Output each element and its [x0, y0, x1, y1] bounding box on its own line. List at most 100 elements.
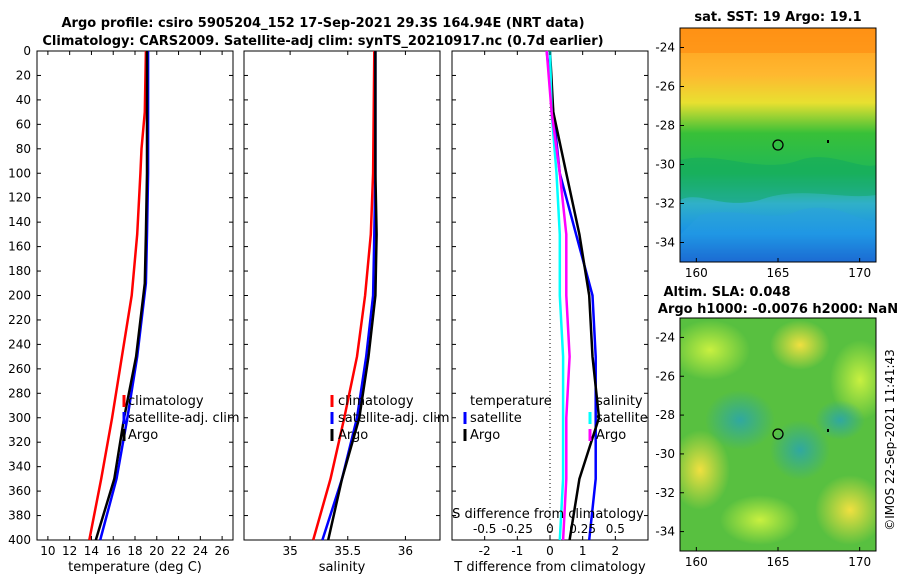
x-tick-label: 26	[214, 544, 229, 558]
x-tick-label: 1	[579, 544, 587, 558]
x-tick-label: 16	[106, 544, 121, 558]
x-tick-label: 0.25	[569, 522, 596, 536]
series-line-t-argo	[548, 50, 601, 541]
depth-tick-label: 20	[16, 68, 31, 82]
depth-tick-label: 360	[8, 484, 31, 498]
depth-tick-label: 180	[8, 264, 31, 278]
temperature-plot: 10 12 14 16 18 20 22 24 26	[40, 50, 230, 558]
map-x-tick-label: 165	[767, 266, 790, 280]
map-y-tick-label: -24	[655, 330, 675, 344]
x-tick-label: 35.5	[334, 544, 361, 558]
depth-tick-label: 400	[8, 533, 31, 547]
depth-tick-label: 240	[8, 337, 31, 351]
map-y-tick-label: -34	[655, 525, 675, 539]
depth-tick-label: 340	[8, 460, 31, 474]
legend-label-satellite: satellite-adj. clim	[338, 411, 450, 426]
x-tick-label: -0.5	[473, 522, 496, 536]
sla-dot	[827, 429, 829, 432]
x-tick-label: 0	[546, 544, 554, 558]
map-y-tick-label: -26	[655, 80, 675, 94]
map-x-tick-label: 170	[848, 555, 871, 569]
depth-tick-label: 120	[8, 191, 31, 205]
sst-field	[680, 28, 876, 262]
sst-front	[680, 157, 876, 203]
depth-tick-label: 320	[8, 435, 31, 449]
series-line-s-argo	[545, 50, 571, 541]
x-tick-label: -0.25	[502, 522, 533, 536]
difference-xlabel: T difference from climatology	[453, 560, 646, 575]
sla-blob	[720, 495, 800, 545]
legend-label-s-satellite: satellite	[596, 411, 648, 426]
map-x-tick-label: 165	[767, 555, 790, 569]
sla-blob	[705, 390, 775, 450]
x-tick-label: 22	[171, 544, 186, 558]
x-tick-label: 12	[62, 544, 77, 558]
legend-label-climatology: climatology	[128, 394, 204, 409]
temperature-legend: climatology satellite-adj. clim Argo	[122, 394, 240, 443]
depth-tick-label: 200	[8, 289, 31, 303]
temperature-axes	[36, 50, 234, 541]
depth-tick-label: 300	[8, 411, 31, 425]
map-y-tick-label: -34	[655, 236, 675, 250]
sst-map-ticks: 160 165 170 -24 -26 -28 -30 -32 -34	[655, 41, 871, 281]
x-tick-label: 36	[398, 544, 413, 558]
legend-label-s-argo: Argo	[596, 428, 626, 443]
sst-map-image	[680, 28, 876, 262]
depth-tick-label: 100	[8, 166, 31, 180]
sla-map-title-2: Argo h1000: -0.0076 h2000: NaN	[658, 302, 898, 317]
depth-tick-label: 0	[23, 44, 31, 58]
depth-tick-label: 260	[8, 362, 31, 376]
map-y-tick-label: -28	[655, 119, 675, 133]
map-x-tick-label: 160	[685, 266, 708, 280]
depth-tick-label: 40	[16, 93, 31, 107]
difference-x2label: S difference from climatology	[452, 507, 644, 522]
difference-legend-salinity: salinity satellite Argo	[588, 394, 648, 443]
depth-tick-label: 160	[8, 240, 31, 254]
sla-blob	[815, 400, 865, 440]
depth-axis-ticks: 0 20 40 60 80 100 120 140 160 180 200 220 240 260 280 3…	[8, 44, 648, 547]
sla-map-ticks: 160 165 170 -24 -26 -28 -30 -32 -34	[655, 330, 871, 569]
series-line-climatology	[88, 50, 148, 541]
x-tick-label: 14	[84, 544, 99, 558]
depth-tick-label: 80	[16, 142, 31, 156]
x-tick-label: 10	[40, 544, 55, 558]
x-tick-label: -1	[511, 544, 523, 558]
depth-tick-label: 280	[8, 386, 31, 400]
x-tick-label: 18	[127, 544, 142, 558]
depth-tick-label: 380	[8, 509, 31, 523]
x-tick-label: 24	[193, 544, 208, 558]
map-y-tick-label: -30	[655, 447, 675, 461]
series-line-climatology	[311, 50, 376, 541]
x-tick-label: 35	[282, 544, 297, 558]
legend-label-climatology: climatology	[338, 394, 414, 409]
salinity-xlabel: salinity	[319, 560, 366, 575]
series-line-argo	[326, 51, 378, 541]
sla-blob	[770, 320, 830, 370]
sla-blob	[680, 320, 750, 380]
sst-dot	[827, 140, 829, 143]
sla-blob	[680, 430, 730, 510]
legend-label-t-satellite: satellite	[470, 411, 522, 426]
sla-blob	[815, 475, 876, 545]
salinity-axes	[243, 50, 441, 541]
sla-map-image	[680, 318, 876, 551]
sla-map-title-1: Altim. SLA: 0.048	[664, 285, 791, 300]
temperature-xlabel: temperature (deg C)	[68, 560, 202, 575]
sla-blob	[830, 340, 876, 420]
legend-label-argo: Argo	[338, 428, 368, 443]
map-y-tick-label: -32	[655, 486, 675, 500]
sla-argo-marker	[772, 428, 784, 440]
map-y-tick-label: -28	[655, 408, 675, 422]
sst-map-title: sat. SST: 19 Argo: 19.1	[694, 10, 861, 25]
x-tick-label: 2	[612, 544, 620, 558]
salinity-plot: 35 35.5 36	[282, 50, 413, 558]
sst-cool-region	[680, 207, 876, 262]
legend-label-satellite: satellite-adj. clim	[128, 411, 240, 426]
map-x-tick-label: 170	[848, 266, 871, 280]
title-line-1: Argo profile: csiro 5905204_152 17-Sep-2…	[61, 16, 584, 31]
map-y-tick-label: -30	[655, 158, 675, 172]
title-line-2: Climatology: CARS2009. Satellite-adj cli…	[42, 34, 603, 49]
map-y-tick-label: -26	[655, 369, 675, 383]
map-x-tick-label: 160	[685, 555, 708, 569]
